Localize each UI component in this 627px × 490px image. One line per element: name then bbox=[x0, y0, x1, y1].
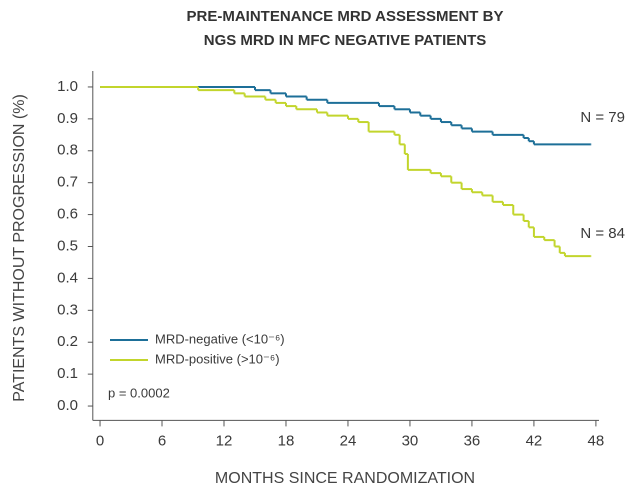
x-tick-label: 30 bbox=[402, 432, 419, 449]
legend-label: MRD-positive (>10⁻⁶) bbox=[155, 351, 280, 366]
x-axis-label: MONTHS SINCE RANDOMIZATION bbox=[215, 470, 475, 487]
y-axis-label: PATIENTS WITHOUT PROGRESSION (%) bbox=[11, 94, 28, 402]
annotation: p = 0.0002 bbox=[108, 385, 170, 400]
y-tick-label: 0.1 bbox=[57, 365, 78, 382]
y-tick-label: 0.0 bbox=[57, 397, 78, 414]
y-tick-label: 0.2 bbox=[57, 333, 78, 350]
annotation: N = 79 bbox=[580, 109, 625, 126]
chart-title: PRE-MAINTENANCE MRD ASSESSMENT BY bbox=[187, 8, 504, 25]
y-tick-label: 0.5 bbox=[57, 237, 78, 254]
x-tick-label: 12 bbox=[216, 432, 233, 449]
annotation: N = 84 bbox=[580, 225, 625, 242]
x-tick-label: 6 bbox=[158, 432, 166, 449]
y-tick-label: 0.4 bbox=[57, 269, 78, 286]
x-tick-label: 18 bbox=[278, 432, 295, 449]
y-tick-label: 0.9 bbox=[57, 110, 78, 127]
legend-label: MRD-negative (<10⁻⁶) bbox=[155, 331, 285, 346]
y-tick-label: 1.0 bbox=[57, 78, 78, 95]
chart-title: NGS MRD IN MFC NEGATIVE PATIENTS bbox=[204, 32, 487, 49]
x-tick-label: 36 bbox=[464, 432, 481, 449]
y-tick-label: 0.7 bbox=[57, 174, 78, 191]
y-tick-label: 0.6 bbox=[57, 206, 78, 223]
x-tick-label: 0 bbox=[96, 432, 104, 449]
x-tick-label: 24 bbox=[340, 432, 357, 449]
y-tick-label: 0.3 bbox=[57, 301, 78, 318]
y-tick-label: 0.8 bbox=[57, 142, 78, 159]
x-tick-label: 48 bbox=[588, 432, 605, 449]
x-tick-label: 42 bbox=[526, 432, 543, 449]
